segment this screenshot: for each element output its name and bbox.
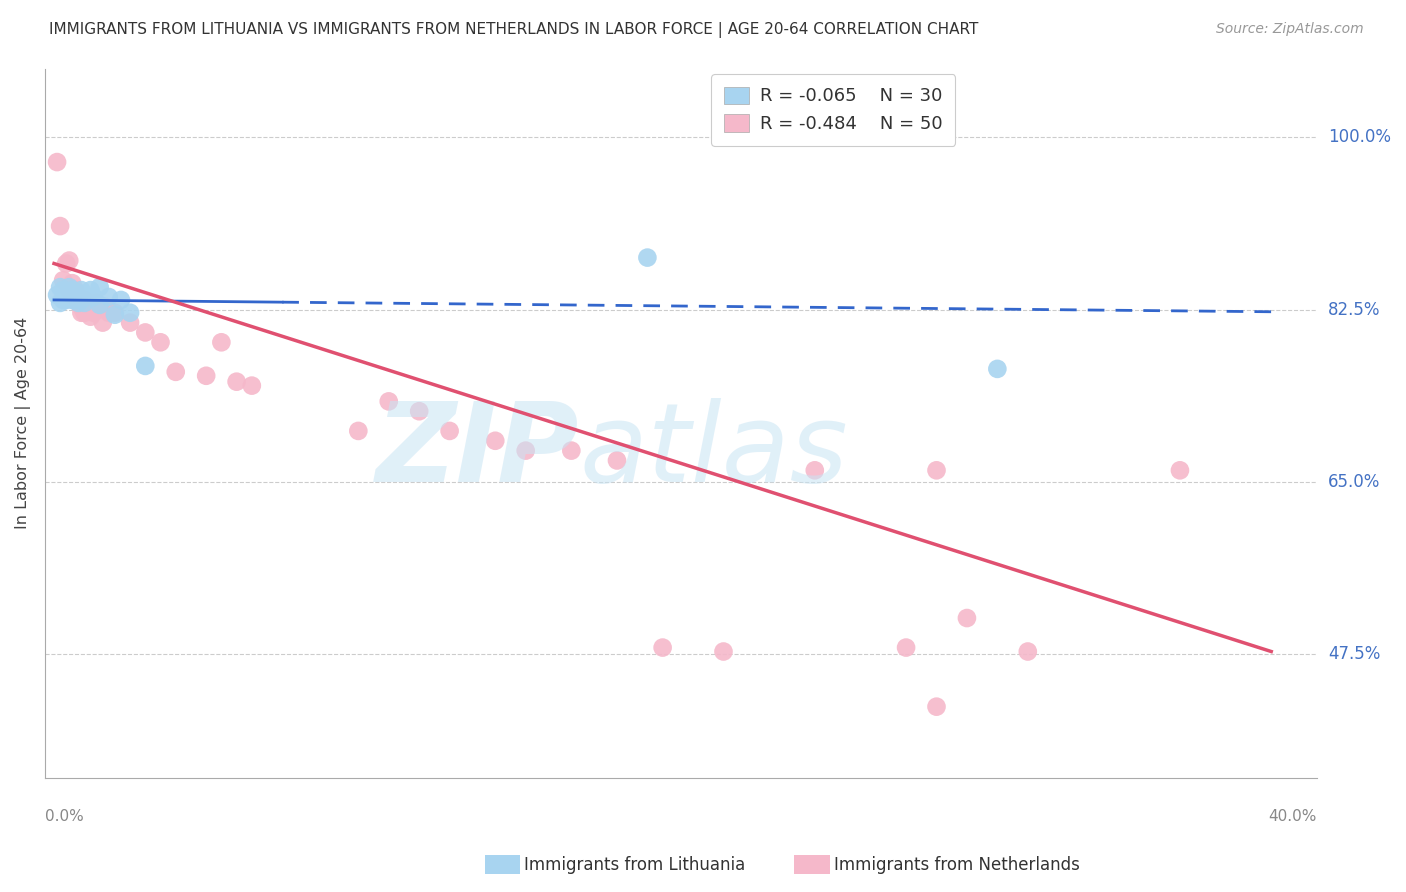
- Point: [60, 283, 83, 297]
- Point: [60, 276, 83, 290]
- Point: [120, 306, 142, 320]
- Point: [67, 290, 90, 304]
- Point: [70, 300, 93, 314]
- Point: [240, 378, 263, 392]
- Point: [58, 280, 80, 294]
- Point: [52, 283, 75, 297]
- Point: [713, 644, 735, 658]
- Point: [55, 293, 77, 307]
- Point: [67, 296, 90, 310]
- Point: [97, 306, 120, 320]
- Point: [52, 293, 75, 307]
- Point: [165, 365, 187, 379]
- Point: [636, 251, 658, 265]
- Text: Immigrants from Netherlands: Immigrants from Netherlands: [834, 856, 1080, 874]
- Point: [67, 296, 90, 310]
- Text: 65.0%: 65.0%: [1329, 473, 1381, 491]
- Text: 47.5%: 47.5%: [1329, 646, 1381, 664]
- Point: [58, 290, 80, 304]
- Point: [149, 335, 172, 350]
- Point: [86, 296, 108, 310]
- Point: [956, 611, 979, 625]
- Point: [46, 288, 69, 302]
- Text: Source: ZipAtlas.com: Source: ZipAtlas.com: [1216, 22, 1364, 37]
- Point: [60, 293, 83, 307]
- Point: [49, 280, 72, 294]
- Point: [804, 463, 827, 477]
- Point: [70, 283, 93, 297]
- Point: [52, 273, 75, 287]
- Point: [58, 253, 80, 268]
- Point: [134, 359, 156, 373]
- Point: [89, 298, 111, 312]
- Text: 100.0%: 100.0%: [1329, 128, 1391, 146]
- Point: [209, 335, 232, 350]
- Point: [65, 288, 87, 302]
- Point: [73, 288, 96, 302]
- Text: Immigrants from Lithuania: Immigrants from Lithuania: [524, 856, 745, 874]
- Point: [134, 326, 156, 340]
- Point: [79, 283, 101, 297]
- Point: [65, 288, 87, 302]
- Point: [1017, 644, 1039, 658]
- Point: [94, 300, 117, 314]
- Point: [46, 155, 69, 169]
- Text: 0.0%: 0.0%: [45, 809, 83, 824]
- Text: atlas: atlas: [579, 398, 848, 505]
- Point: [67, 286, 90, 301]
- Point: [49, 296, 72, 310]
- Text: 40.0%: 40.0%: [1268, 809, 1317, 824]
- Point: [83, 290, 105, 304]
- Y-axis label: In Labor Force | Age 20-64: In Labor Force | Age 20-64: [15, 317, 31, 529]
- Point: [439, 424, 461, 438]
- Point: [49, 219, 72, 233]
- Point: [377, 394, 399, 409]
- Point: [560, 443, 582, 458]
- Point: [484, 434, 506, 448]
- Text: IMMIGRANTS FROM LITHUANIA VS IMMIGRANTS FROM NETHERLANDS IN LABOR FORCE | AGE 20: IMMIGRANTS FROM LITHUANIA VS IMMIGRANTS …: [49, 22, 979, 38]
- Point: [65, 283, 87, 297]
- Point: [651, 640, 673, 655]
- Point: [73, 306, 96, 320]
- Point: [89, 300, 111, 314]
- Point: [73, 296, 96, 310]
- Point: [83, 306, 105, 320]
- Point: [120, 316, 142, 330]
- Point: [894, 640, 917, 655]
- Point: [408, 404, 430, 418]
- Point: [104, 306, 127, 320]
- Point: [925, 463, 948, 477]
- Point: [55, 256, 77, 270]
- Point: [73, 293, 96, 307]
- Point: [104, 308, 127, 322]
- Text: 82.5%: 82.5%: [1329, 301, 1381, 318]
- Point: [60, 288, 83, 302]
- Point: [91, 316, 114, 330]
- Point: [606, 453, 628, 467]
- Point: [925, 699, 948, 714]
- Point: [79, 310, 101, 324]
- Point: [347, 424, 370, 438]
- Point: [1168, 463, 1191, 477]
- Point: [97, 290, 120, 304]
- Point: [58, 283, 80, 297]
- Point: [70, 306, 93, 320]
- Point: [986, 362, 1008, 376]
- Point: [89, 280, 111, 294]
- Point: [76, 300, 98, 314]
- Point: [195, 368, 218, 383]
- Point: [65, 293, 87, 307]
- Point: [55, 286, 77, 301]
- Point: [70, 293, 93, 307]
- Point: [225, 375, 247, 389]
- Legend: R = -0.065    N = 30, R = -0.484    N = 50: R = -0.065 N = 30, R = -0.484 N = 50: [711, 74, 955, 146]
- Text: ZIP: ZIP: [375, 398, 579, 505]
- Point: [110, 293, 132, 307]
- Point: [515, 443, 537, 458]
